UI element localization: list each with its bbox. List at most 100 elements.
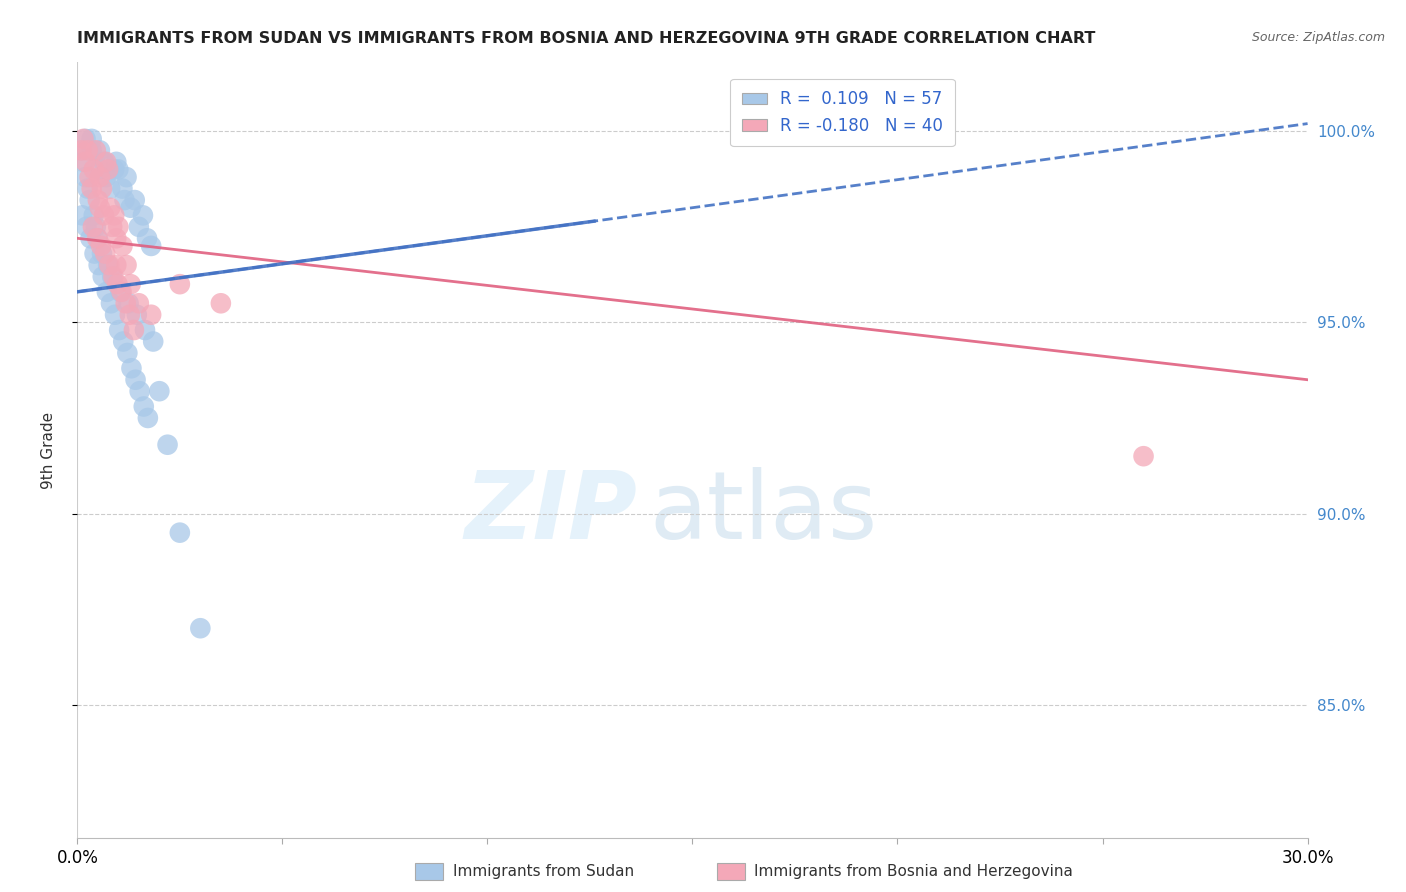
Point <box>83 208 105 222</box>
Point <box>169 525 191 540</box>
Point <box>110 285 132 299</box>
Text: Immigrants from Sudan: Immigrants from Sudan <box>453 864 634 879</box>
Point <box>111 285 132 299</box>
Point <box>1132 449 1154 463</box>
Point <box>115 170 138 185</box>
Point <box>75 132 97 146</box>
Point <box>128 219 150 234</box>
Point <box>75 170 97 185</box>
Point <box>105 154 128 169</box>
Point <box>72 154 94 169</box>
Point <box>90 181 114 195</box>
Point <box>79 193 101 207</box>
Point <box>80 132 103 146</box>
Point <box>91 269 114 284</box>
Point <box>101 269 124 284</box>
Point <box>97 258 120 272</box>
Point <box>70 208 93 222</box>
Point <box>117 346 139 360</box>
Point <box>87 193 110 207</box>
Point <box>125 308 148 322</box>
Text: atlas: atlas <box>650 467 877 558</box>
Point <box>84 144 107 158</box>
Point <box>105 258 128 272</box>
Point <box>97 162 120 177</box>
Point <box>89 201 111 215</box>
Point <box>141 239 163 253</box>
Point <box>70 144 93 158</box>
Point <box>136 231 159 245</box>
Point <box>93 154 115 169</box>
Point <box>142 334 165 349</box>
Point <box>105 231 128 245</box>
Point <box>134 323 156 337</box>
Point <box>188 621 212 635</box>
Point <box>120 201 142 215</box>
Text: Immigrants from Bosnia and Herzegovina: Immigrants from Bosnia and Herzegovina <box>754 864 1073 879</box>
Point <box>87 231 110 245</box>
Point <box>98 258 121 272</box>
Point <box>121 361 143 376</box>
Point <box>89 162 111 177</box>
Point <box>79 231 101 245</box>
Point <box>103 269 125 284</box>
Point <box>114 193 136 207</box>
Point <box>124 373 146 387</box>
Point <box>104 308 127 322</box>
Point <box>141 308 163 322</box>
Point <box>80 181 103 195</box>
Point <box>96 285 118 299</box>
Point <box>83 162 105 177</box>
Point <box>98 181 121 195</box>
Point <box>79 170 101 185</box>
Point <box>90 239 112 253</box>
Point <box>89 170 111 185</box>
Point <box>118 308 141 322</box>
Point <box>107 277 129 292</box>
Point <box>87 258 110 272</box>
Point <box>114 296 136 310</box>
Point <box>93 208 115 222</box>
Point <box>156 438 179 452</box>
Point <box>120 277 142 292</box>
Point <box>76 144 98 158</box>
Point <box>136 411 159 425</box>
Point <box>132 208 155 222</box>
Point <box>148 384 170 399</box>
Legend: R =  0.109   N = 57, R = -0.180   N = 40: R = 0.109 N = 57, R = -0.180 N = 40 <box>730 78 955 146</box>
Point <box>94 246 117 260</box>
Y-axis label: 9th Grade: 9th Grade <box>42 412 56 489</box>
Point <box>83 246 105 260</box>
Point <box>108 323 131 337</box>
Point <box>103 208 125 222</box>
Point <box>80 144 103 158</box>
Point <box>75 154 97 169</box>
Point <box>84 219 107 234</box>
Point <box>115 258 138 272</box>
Point <box>128 296 150 310</box>
Point <box>124 193 146 207</box>
Text: IMMIGRANTS FROM SUDAN VS IMMIGRANTS FROM BOSNIA AND HERZEGOVINA 9TH GRADE CORREL: IMMIGRANTS FROM SUDAN VS IMMIGRANTS FROM… <box>77 31 1095 46</box>
Point <box>117 296 139 310</box>
Text: ZIP: ZIP <box>464 467 637 558</box>
Point <box>169 277 191 292</box>
Point <box>82 219 104 234</box>
Point <box>111 181 134 195</box>
Point <box>70 144 93 158</box>
Point <box>209 296 232 310</box>
Point <box>89 144 111 158</box>
Point <box>111 239 134 253</box>
Point <box>98 201 121 215</box>
Point <box>90 246 114 260</box>
Point <box>76 181 98 195</box>
Point <box>128 384 150 399</box>
Point <box>94 170 117 185</box>
Point <box>101 219 124 234</box>
Point <box>86 231 108 245</box>
Point <box>112 334 135 349</box>
Point <box>100 296 122 310</box>
Text: Source: ZipAtlas.com: Source: ZipAtlas.com <box>1251 31 1385 45</box>
Point <box>107 219 129 234</box>
Point <box>122 323 145 337</box>
Point <box>132 400 155 414</box>
